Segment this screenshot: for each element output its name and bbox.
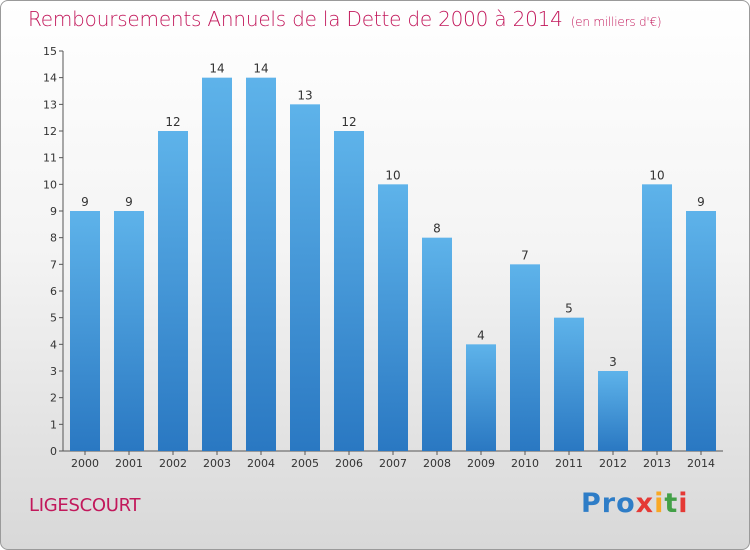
bar	[70, 211, 100, 451]
bar	[510, 264, 540, 451]
bar	[642, 184, 672, 452]
bar-value-label: 7	[521, 248, 529, 262]
x-tick-label: 2004	[247, 457, 275, 470]
x-tick-label: 2013	[643, 457, 671, 470]
x-tick-label: 2014	[687, 457, 715, 470]
chart-title: Remboursements Annuels de la Dette de 20…	[28, 7, 662, 31]
x-tick-label: 2009	[467, 457, 495, 470]
bar-value-label: 8	[433, 222, 441, 236]
x-tick-label: 2011	[555, 457, 583, 470]
x-tick-label: 2006	[335, 457, 363, 470]
y-tick-label: 14	[43, 72, 57, 85]
logo-part: i	[654, 488, 665, 519]
y-tick-label: 10	[43, 178, 57, 191]
y-tick-label: 11	[43, 152, 57, 165]
y-tick-label: 6	[50, 285, 57, 298]
proxiti-logo: Proxiti	[581, 488, 689, 519]
logo-part: t	[664, 488, 679, 519]
bar-value-label: 14	[253, 62, 268, 76]
y-tick-label: 8	[50, 232, 57, 245]
y-tick-label: 3	[50, 365, 57, 378]
x-tick-label: 2007	[379, 457, 407, 470]
x-tick-label: 2000	[71, 457, 99, 470]
bar	[334, 131, 364, 451]
bar-value-label: 14	[209, 62, 224, 76]
y-tick-label: 13	[43, 98, 57, 111]
bar-value-label: 3	[609, 355, 617, 369]
bar	[554, 317, 584, 451]
bar-value-label: 10	[649, 168, 664, 182]
bar	[114, 211, 144, 451]
bar	[422, 237, 452, 451]
chart-unit: (en milliers d'€)	[570, 15, 662, 29]
bar-value-label: 4	[477, 328, 485, 342]
y-tick-label: 9	[50, 205, 57, 218]
chart-title-text: Remboursements Annuels de la Dette de 20…	[28, 7, 563, 31]
x-tick-label: 2008	[423, 457, 451, 470]
bar-value-label: 10	[385, 168, 400, 182]
y-tick-label: 5	[50, 312, 57, 325]
x-tick-label: 2003	[203, 457, 231, 470]
bar-value-label: 9	[81, 195, 89, 209]
y-tick-label: 0	[50, 445, 57, 458]
bar-value-label: 9	[125, 195, 133, 209]
x-tick-label: 2002	[159, 457, 187, 470]
x-tick-label: 2012	[599, 457, 627, 470]
bar	[686, 211, 716, 451]
bar	[246, 77, 276, 452]
bar	[202, 77, 232, 452]
bar	[158, 131, 188, 451]
y-tick-label: 2	[50, 392, 57, 405]
y-tick-label: 1	[50, 418, 57, 431]
bar-value-label: 12	[165, 115, 180, 129]
x-tick-label: 2001	[115, 457, 143, 470]
bar-value-label: 12	[341, 115, 356, 129]
logo-part: i	[678, 488, 689, 519]
x-tick-label: 2010	[511, 457, 539, 470]
bar	[466, 344, 496, 451]
bar	[598, 371, 628, 451]
logo-part: Pro	[581, 488, 636, 519]
commune-name: LIGESCOURT	[29, 495, 141, 516]
y-tick-label: 4	[50, 338, 57, 351]
bar-value-label: 9	[697, 195, 705, 209]
logo-part: x	[635, 488, 655, 519]
bar-value-label: 5	[565, 302, 573, 316]
y-tick-label: 12	[43, 125, 57, 138]
x-tick-label: 2005	[291, 457, 319, 470]
bar	[290, 104, 320, 451]
bar	[378, 184, 408, 452]
bar-value-label: 13	[297, 88, 312, 102]
y-tick-label: 7	[50, 258, 57, 271]
y-tick-label: 15	[43, 45, 57, 58]
